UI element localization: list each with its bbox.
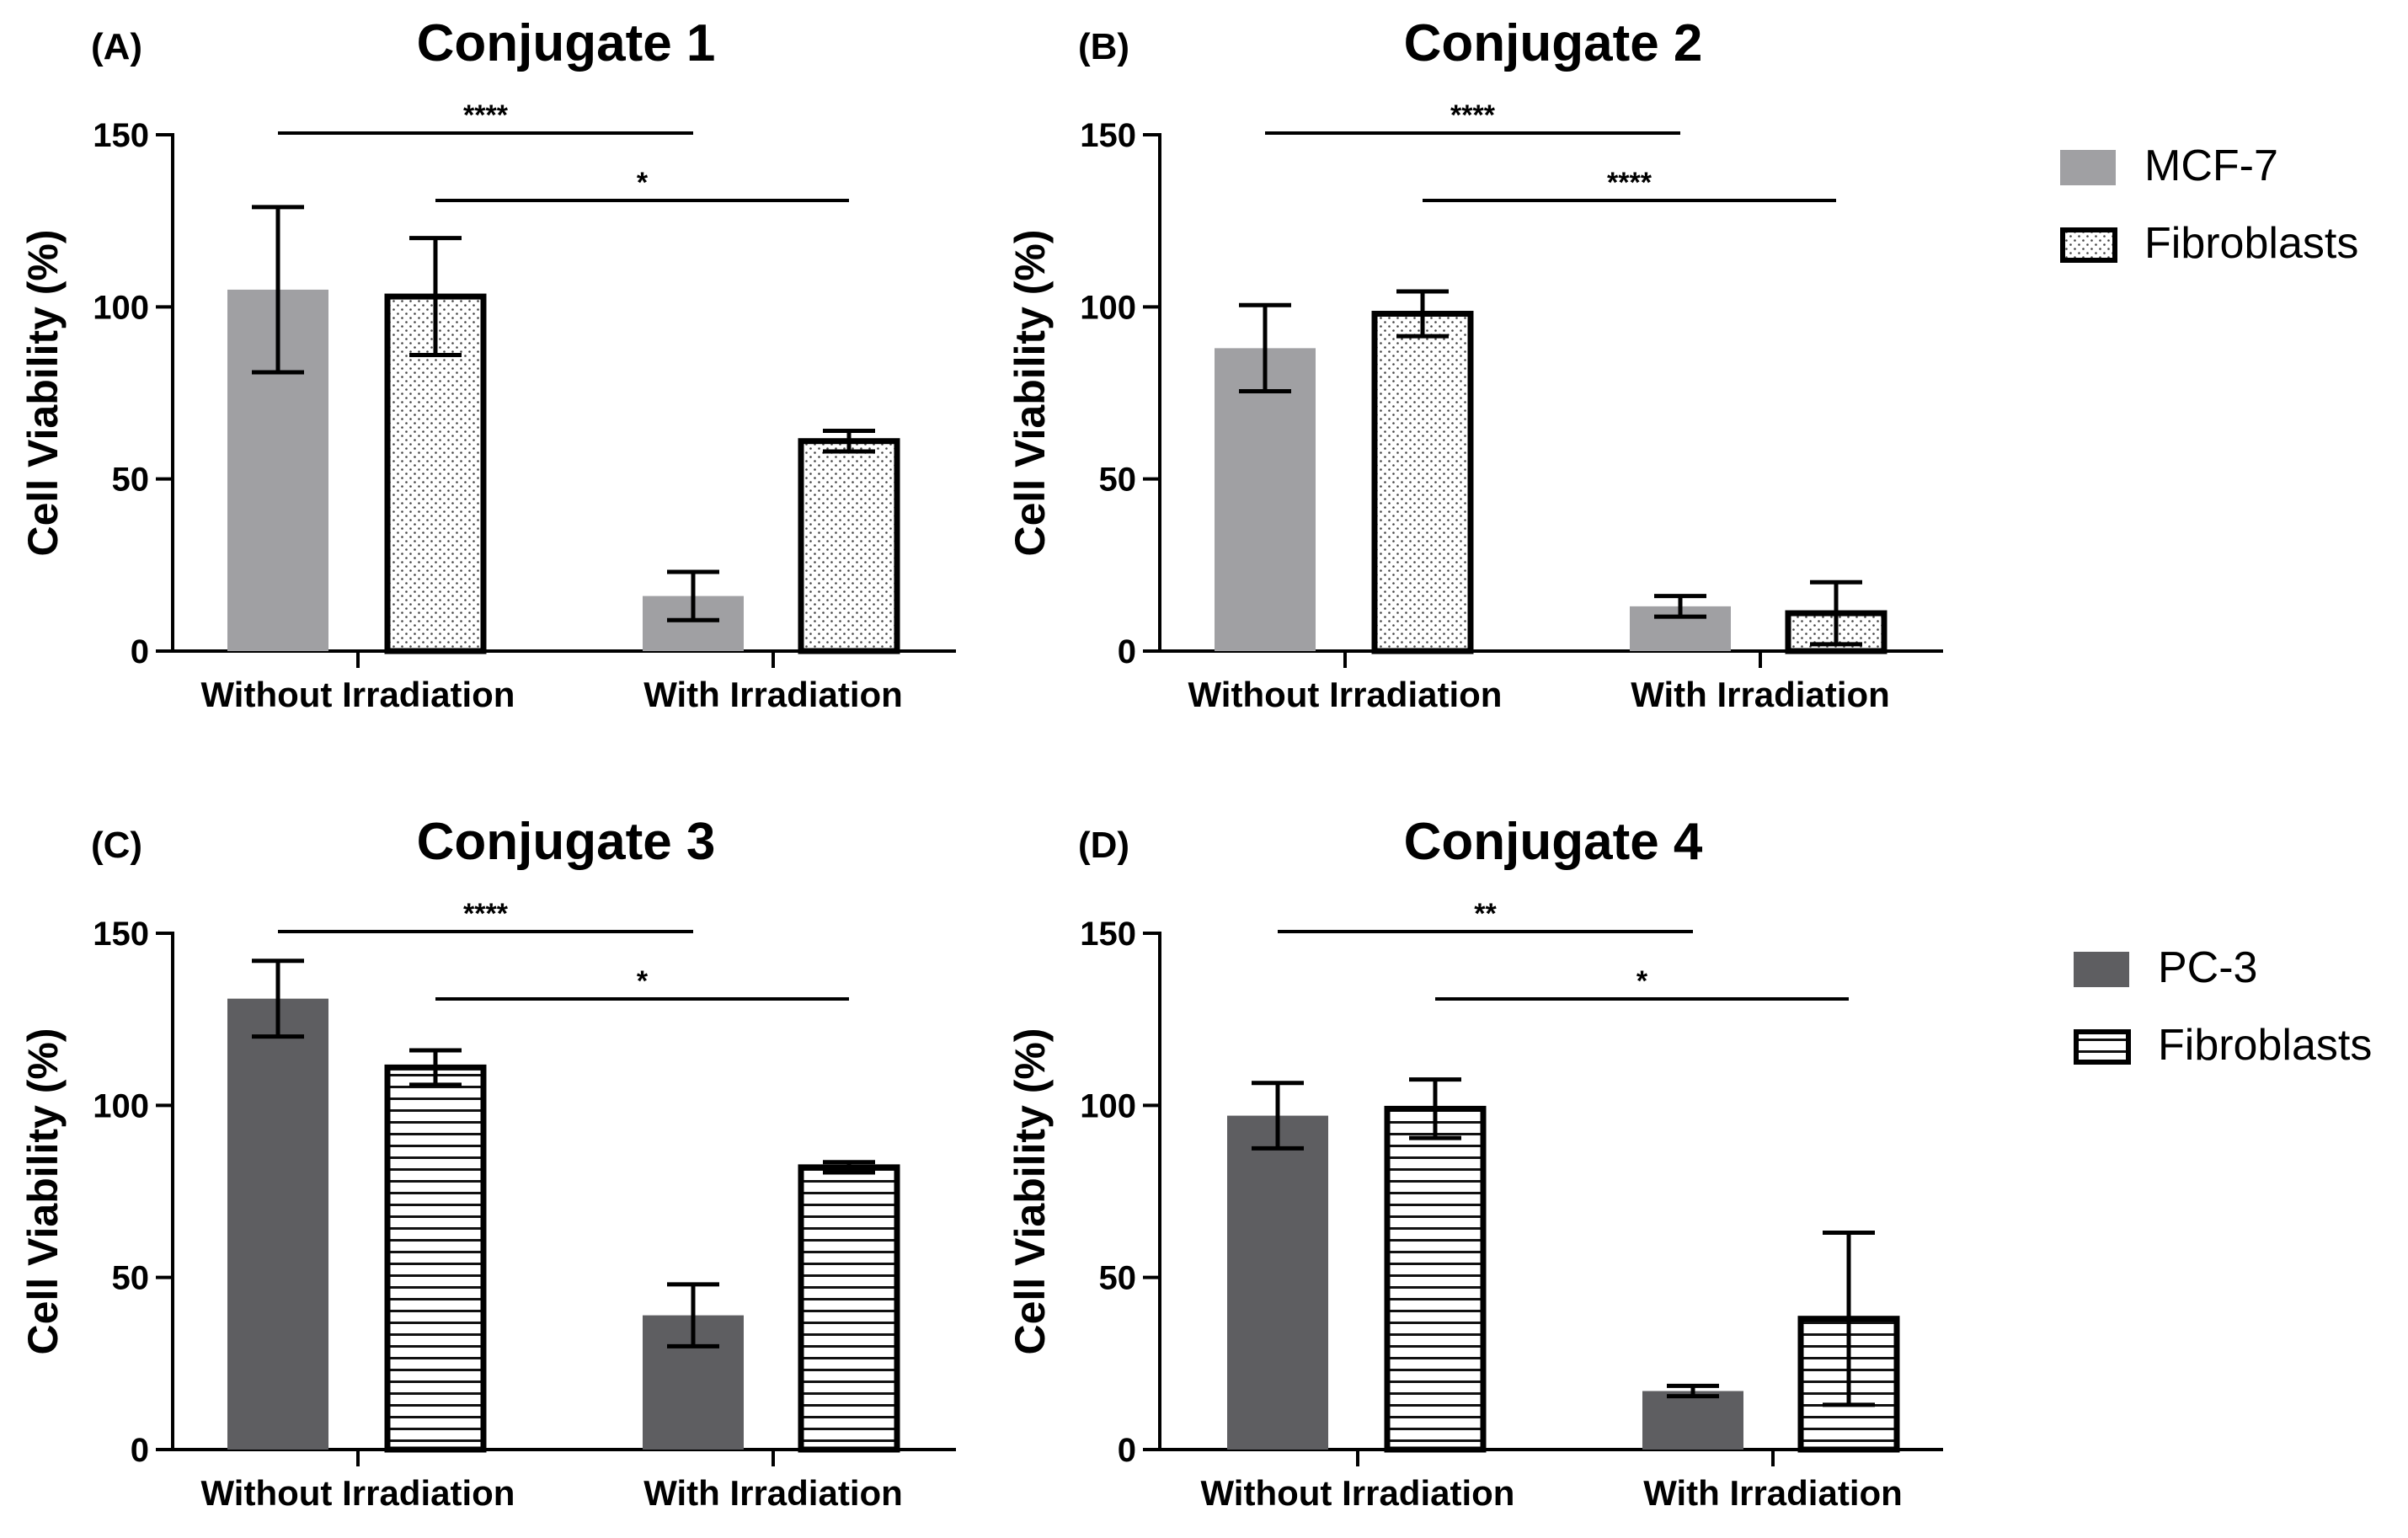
bar-pc-3 xyxy=(227,998,328,1450)
panel-label: (A) xyxy=(91,26,142,67)
legend-label: PC-3 xyxy=(2158,943,2257,992)
category-label: Without Irradiation xyxy=(201,1473,515,1513)
significance-label: ** xyxy=(1474,898,1497,930)
chart-panel-a: (A) Conjugate 1 Cell Viability (%) 0 50 100 15… xyxy=(19,14,956,714)
y-tick-label: 0 xyxy=(1118,1432,1136,1469)
chart-panel-d: (D) Conjugate 4 Cell Viability (%) 0 50 100 15… xyxy=(1006,813,1943,1513)
chart-panel-b: (B) Conjugate 2 Cell Viability (%) 0 50 100 15… xyxy=(1006,14,1943,714)
bar-fibroblasts xyxy=(1371,311,1474,654)
significance-label: **** xyxy=(463,898,509,930)
significance-label: * xyxy=(637,167,649,199)
significance-label: **** xyxy=(463,99,509,131)
legend-label: MCF-7 xyxy=(2144,142,2278,190)
bar-fibroblasts xyxy=(384,1064,487,1453)
y-axis-title: Cell Viability (%) xyxy=(19,229,67,556)
category-label: With Irradiation xyxy=(1631,675,1890,714)
chart-panel-c: (C) Conjugate 3 Cell Viability (%) 0 50 100 15… xyxy=(19,813,956,1513)
legend-swatch xyxy=(2074,1029,2131,1065)
panel-label: (B) xyxy=(1078,26,1129,67)
y-tick-label: 100 xyxy=(93,1087,149,1124)
chart-title: Conjugate 3 xyxy=(417,813,716,871)
y-tick-label: 100 xyxy=(1080,1087,1136,1124)
panel-label: (D) xyxy=(1078,825,1129,866)
chart-title: Conjugate 2 xyxy=(1404,14,1703,72)
legend-swatch xyxy=(2074,952,2129,987)
legends: MCF-7 Fibroblasts PC-3 Fibroblasts xyxy=(2060,142,2372,1070)
y-tick-label: 0 xyxy=(131,1432,149,1469)
legend-label: Fibroblasts xyxy=(2158,1021,2372,1070)
y-tick-label: 50 xyxy=(112,1260,150,1297)
y-tick-label: 0 xyxy=(1118,633,1136,670)
category-label: Without Irradiation xyxy=(201,675,515,714)
chart-title: Conjugate 4 xyxy=(1404,813,1703,871)
y-axis-title: Cell Viability (%) xyxy=(19,1028,67,1354)
legend-swatch xyxy=(2060,150,2116,185)
y-tick-label: 150 xyxy=(93,916,149,953)
bar-fibroblasts xyxy=(384,293,487,654)
category-label: Without Irradiation xyxy=(1201,1473,1515,1513)
y-tick-label: 0 xyxy=(131,633,149,670)
chart-panels: (A) Conjugate 1 Cell Viability (%) 0 50 100 15… xyxy=(19,14,1943,1513)
y-tick-label: 100 xyxy=(1080,289,1136,326)
category-label: With Irradiation xyxy=(643,1473,903,1513)
legend-1: MCF-7 Fibroblasts xyxy=(2060,142,2358,268)
y-tick-label: 50 xyxy=(1099,462,1137,499)
significance-label: * xyxy=(1636,965,1648,997)
significance-label: * xyxy=(637,965,649,997)
legend-label: Fibroblasts xyxy=(2144,219,2358,268)
category-label: With Irradiation xyxy=(1643,1473,1903,1513)
category-label: Without Irradiation xyxy=(1188,675,1503,714)
bar-fibroblasts xyxy=(798,438,900,654)
bar-fibroblasts xyxy=(1384,1105,1487,1453)
significance-label: **** xyxy=(1607,167,1652,199)
y-tick-label: 50 xyxy=(1099,1260,1137,1297)
chart-title: Conjugate 1 xyxy=(417,14,716,72)
bar-pc-3 xyxy=(1227,1115,1328,1450)
y-tick-label: 150 xyxy=(1080,117,1136,154)
legend-swatch xyxy=(2060,227,2117,263)
y-tick-label: 150 xyxy=(1080,916,1136,953)
significance-label: **** xyxy=(1450,99,1496,131)
y-tick-label: 100 xyxy=(93,289,149,326)
category-label: With Irradiation xyxy=(643,675,903,714)
bar-fibroblasts xyxy=(798,1164,900,1453)
bar-mcf-7 xyxy=(1215,348,1316,651)
panel-label: (C) xyxy=(91,825,142,866)
legend-2: PC-3 Fibroblasts xyxy=(2074,943,2372,1070)
bar-pc-3 xyxy=(1642,1391,1743,1450)
y-tick-label: 50 xyxy=(112,462,150,499)
y-axis-title: Cell Viability (%) xyxy=(1006,229,1054,556)
y-axis-title: Cell Viability (%) xyxy=(1006,1028,1054,1354)
y-tick-label: 150 xyxy=(93,117,149,154)
